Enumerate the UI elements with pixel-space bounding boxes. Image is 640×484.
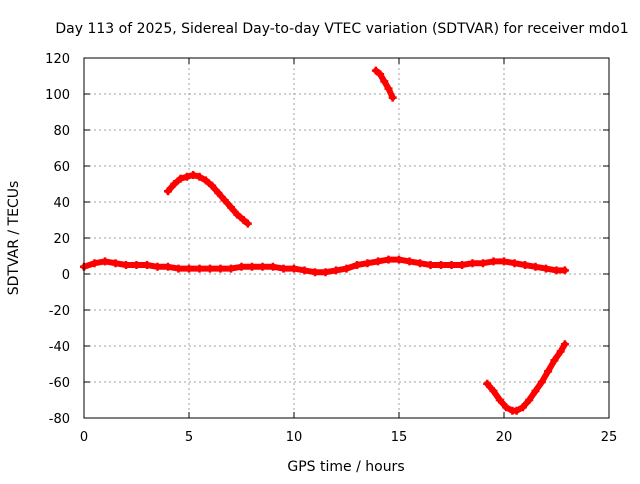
series-1 bbox=[164, 171, 252, 228]
data-trail bbox=[240, 217, 251, 227]
y-tick-label: -20 bbox=[49, 304, 70, 319]
y-tick-label: 20 bbox=[53, 232, 70, 247]
x-tick-label: 20 bbox=[496, 430, 513, 445]
plot-frame bbox=[83, 57, 610, 419]
y-tick-label: 40 bbox=[53, 196, 70, 211]
x-tick-label: 0 bbox=[80, 430, 88, 445]
y-tick-label: -60 bbox=[49, 376, 70, 391]
y-tick-label: 120 bbox=[45, 52, 70, 67]
x-tick-label: 25 bbox=[601, 430, 618, 445]
x-tick-label: 15 bbox=[391, 430, 408, 445]
y-tick-label: -80 bbox=[49, 412, 70, 427]
x-tick-label: 5 bbox=[185, 430, 193, 445]
y-tick-label: 100 bbox=[45, 88, 70, 103]
y-tick-label: 80 bbox=[53, 124, 70, 139]
chart-title: Day 113 of 2025, Sidereal Day-to-day VTE… bbox=[55, 21, 628, 37]
data-trail bbox=[557, 341, 568, 355]
x-tick-label: 10 bbox=[286, 430, 303, 445]
series-3 bbox=[483, 340, 569, 415]
data-trail bbox=[385, 85, 396, 101]
data-points bbox=[80, 66, 569, 415]
x-axis-label: GPS time / hours bbox=[287, 459, 404, 475]
y-axis-label: SDTVAR / TECUs bbox=[6, 181, 22, 296]
y-tick-label: 60 bbox=[53, 160, 70, 175]
y-tick-label: 0 bbox=[62, 268, 70, 283]
series-2 bbox=[371, 66, 397, 102]
y-tick-label: -40 bbox=[49, 340, 70, 355]
series-0 bbox=[80, 255, 569, 277]
axis-ticks: 0 5 10 15 20 25 -80 -60 -40 -20 0 20 40 60 80 100 120 bbox=[45, 52, 617, 445]
grid-lines bbox=[84, 58, 609, 418]
